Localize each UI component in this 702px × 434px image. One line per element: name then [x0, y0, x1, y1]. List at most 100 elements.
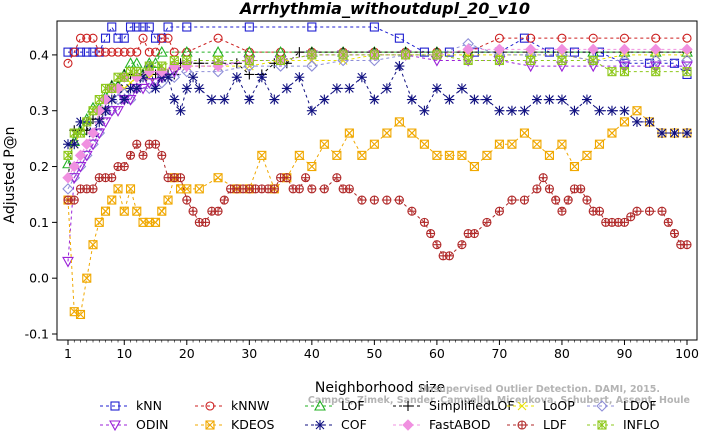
data-point — [432, 50, 442, 60]
data-point — [606, 105, 617, 116]
data-point — [307, 22, 317, 32]
data-point — [301, 173, 311, 183]
data-point — [369, 94, 380, 105]
data-point — [149, 78, 162, 89]
legend: kNN kNNW LOF SimplifiedLOF LoOP LDOF ODIN KDEOS… — [100, 398, 660, 432]
data-point — [319, 94, 330, 105]
data-point — [519, 195, 529, 205]
data-point — [131, 83, 142, 94]
data-point — [269, 94, 280, 105]
series-kdeos — [63, 106, 692, 320]
data-point — [175, 105, 186, 116]
legend-label: LOF — [341, 398, 365, 413]
data-point — [62, 172, 74, 184]
data-point — [94, 47, 104, 57]
data-point — [307, 184, 317, 194]
data-point — [656, 128, 667, 139]
watermark-line-2: Campos, Zimek, Sander, Campello, Micenko… — [308, 395, 690, 406]
data-point — [632, 106, 642, 116]
series-cof — [63, 61, 692, 150]
data-point — [182, 55, 192, 66]
data-point — [88, 106, 98, 116]
data-point — [219, 94, 230, 105]
data-point — [587, 54, 599, 67]
data-point — [594, 206, 605, 216]
legend-item-fastabod: FastABOD — [393, 417, 491, 432]
data-point — [369, 195, 379, 205]
data-point — [556, 94, 567, 105]
data-point — [188, 72, 199, 83]
data-point — [394, 195, 404, 205]
legend-item-knnw: kNNW — [195, 398, 269, 413]
data-point — [494, 105, 505, 116]
legend-label: LDOF — [623, 398, 657, 413]
data-point — [107, 47, 117, 57]
legend-marker — [314, 399, 326, 411]
data-point — [319, 184, 329, 194]
data-point — [419, 105, 430, 116]
data-point — [444, 251, 454, 261]
data-point — [332, 150, 342, 160]
legend-marker — [517, 401, 527, 411]
data-point — [631, 116, 642, 127]
y-tick-label: 0.3 — [29, 103, 49, 118]
data-point — [650, 43, 662, 56]
data-point — [594, 105, 605, 116]
data-point — [75, 309, 86, 320]
data-point — [69, 195, 79, 205]
data-point — [307, 161, 317, 172]
data-point — [419, 217, 429, 227]
x-tick-label: 90 — [617, 346, 633, 361]
legend-label: kNNW — [231, 398, 269, 413]
y-tick-label: 0.0 — [29, 271, 49, 286]
data-point — [619, 67, 630, 77]
data-point — [282, 173, 292, 183]
data-point — [144, 61, 154, 71]
data-point — [619, 105, 630, 116]
data-point — [94, 95, 104, 105]
data-point — [294, 72, 305, 83]
data-point — [532, 184, 542, 194]
data-point — [619, 117, 630, 127]
legend-item-simplifiedlof: SimplifiedLOF — [393, 398, 515, 413]
data-point — [155, 45, 168, 57]
data-point — [357, 195, 367, 205]
data-point — [444, 94, 455, 105]
data-point — [206, 94, 217, 105]
data-point — [63, 47, 73, 57]
data-point — [618, 61, 631, 73]
data-point — [256, 72, 267, 83]
data-point — [150, 83, 161, 94]
plot-area — [62, 22, 693, 320]
data-point — [125, 83, 136, 94]
legend-label: kNN — [136, 398, 162, 413]
data-point — [62, 157, 74, 169]
series-ldf — [63, 139, 692, 261]
data-point — [81, 138, 93, 150]
data-point — [519, 128, 529, 138]
data-point — [394, 117, 404, 127]
data-point — [507, 139, 517, 149]
data-point — [113, 33, 123, 43]
chart-title: Arrhythmia_withoutdupl_20_v10 — [238, 0, 530, 18]
data-point — [69, 47, 79, 57]
legend-item-ldf: LDF — [507, 417, 567, 432]
data-point — [681, 43, 693, 56]
legend-label: INFLO — [623, 417, 660, 432]
data-point — [456, 83, 467, 94]
data-point — [581, 94, 592, 105]
data-point — [82, 33, 92, 43]
data-point — [107, 195, 117, 205]
data-point — [213, 206, 223, 216]
data-point — [231, 72, 242, 83]
x-tick-label: 10 — [116, 346, 132, 361]
legend-item-lof: LOF — [305, 398, 365, 413]
data-point — [113, 184, 123, 194]
x-tick-label: 1 — [64, 346, 72, 361]
data-point — [607, 128, 617, 138]
data-point — [276, 55, 286, 66]
data-point — [526, 55, 536, 66]
data-point — [100, 105, 111, 116]
data-point — [100, 47, 111, 57]
